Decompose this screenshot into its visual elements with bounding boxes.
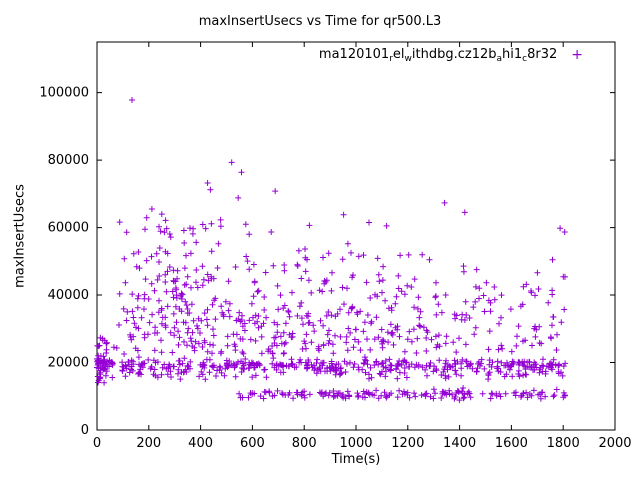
legend: ma120101relwithdbg.cz12bahi1c8r32 +: [319, 47, 583, 64]
x-tick-label: 2000: [598, 436, 631, 451]
legend-label-subscript: w: [404, 54, 412, 64]
y-tick-label: 60000: [48, 221, 89, 236]
y-tick-label: 80000: [48, 153, 89, 168]
chart-title: maxInsertUsecs vs Time for qr500.L3: [198, 14, 442, 29]
x-tick-label: 1600: [495, 436, 528, 451]
plus-marker-icon: +: [571, 47, 583, 63]
legend-label-text: hi1: [502, 47, 523, 62]
x-tick-label: 800: [292, 436, 317, 451]
y-tick-label: 20000: [48, 356, 89, 371]
legend-label-text: 8r32: [527, 47, 558, 62]
y-tick-label: 100000: [39, 86, 89, 101]
x-tick-label: 1400: [443, 436, 476, 451]
x-tick-label: 600: [240, 436, 265, 451]
legend-label-text: el: [392, 47, 405, 62]
x-tick-label: 200: [136, 436, 161, 451]
x-axis-label: Time(s): [331, 452, 381, 467]
y-tick-label: 0: [81, 423, 89, 438]
legend-label-subscript: a: [496, 54, 503, 64]
legend-series-label: ma120101relwithdbg.cz12bahi1c8r32: [319, 47, 557, 64]
legend-label-text: ithdbg.cz12b: [411, 47, 497, 62]
y-tick-label: 40000: [48, 288, 89, 303]
legend-label-subscript: c: [522, 54, 528, 64]
y-axis-label: maxInsertUsecs: [12, 184, 28, 288]
legend-label-text: ma120101: [318, 47, 390, 62]
plot-border: [96, 41, 616, 431]
x-tick-label: 0: [93, 436, 101, 451]
legend-label-subscript: r: [389, 54, 393, 64]
x-tick-label: 1000: [339, 436, 372, 451]
x-tick-label: 1800: [547, 436, 580, 451]
data-points-path: [94, 97, 569, 404]
x-tick-label: 400: [188, 436, 213, 451]
x-tick-label: 1200: [391, 436, 424, 451]
